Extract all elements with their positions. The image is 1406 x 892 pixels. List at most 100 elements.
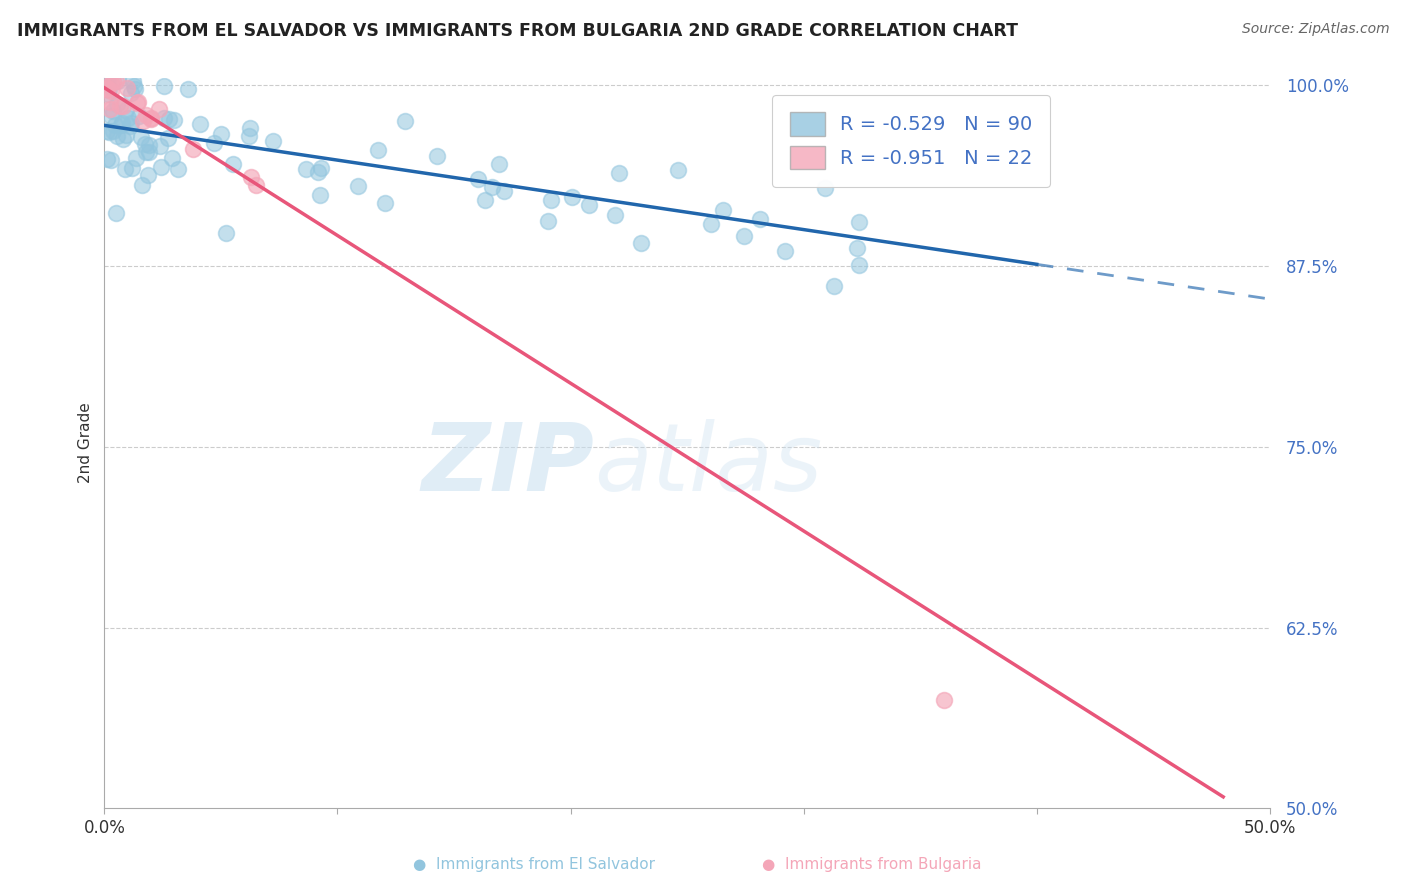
Point: [114, 162, 136, 177]
Point: [295, 162, 318, 177]
Point: [733, 228, 755, 243]
Point: [167, 162, 190, 177]
Point: [96, 82, 118, 96]
Point: [176, 81, 198, 95]
Point: [204, 136, 226, 150]
Point: [120, 116, 142, 130]
Point: [607, 166, 630, 180]
Point: [149, 139, 172, 153]
Point: [153, 79, 176, 94]
Point: [100, 76, 122, 90]
Point: [112, 132, 135, 146]
Point: [107, 73, 129, 87]
Point: [239, 120, 262, 135]
Point: [153, 111, 176, 125]
Point: [394, 114, 416, 128]
Point: [104, 73, 127, 87]
Point: [494, 184, 516, 198]
Point: [111, 116, 134, 130]
Point: [98, 82, 121, 96]
Point: [108, 98, 131, 112]
Point: [773, 244, 796, 259]
Point: [135, 108, 157, 122]
Text: atlas: atlas: [593, 419, 823, 510]
Point: [209, 127, 232, 141]
Point: [125, 151, 148, 165]
Point: [131, 114, 153, 128]
Point: [139, 112, 162, 126]
Point: [307, 165, 329, 179]
Point: [127, 95, 149, 110]
Point: [561, 190, 583, 204]
Point: [181, 142, 204, 156]
Point: [163, 113, 186, 128]
Point: [107, 97, 129, 112]
Point: [98, 102, 121, 116]
Point: [666, 163, 689, 178]
Point: [96, 124, 118, 138]
Point: [932, 693, 955, 707]
Point: [98, 95, 121, 109]
Point: [262, 135, 284, 149]
Point: [128, 110, 150, 124]
Point: [605, 208, 627, 222]
Point: [138, 168, 160, 182]
Point: [101, 124, 124, 138]
Point: [97, 87, 120, 102]
Y-axis label: 2nd Grade: 2nd Grade: [79, 402, 93, 483]
Point: [157, 131, 180, 145]
Point: [129, 129, 152, 144]
Point: [135, 145, 157, 159]
Point: [309, 161, 332, 175]
Point: [96, 153, 118, 167]
Point: [122, 73, 145, 87]
Point: [238, 129, 260, 144]
Point: [117, 80, 139, 95]
Point: [103, 73, 125, 87]
Point: [846, 241, 869, 255]
Point: [110, 118, 132, 132]
Point: [699, 217, 721, 231]
Point: [540, 193, 562, 207]
Point: [240, 169, 263, 184]
Legend: R = -0.529   N = 90, R = -0.951   N = 22: R = -0.529 N = 90, R = -0.951 N = 22: [772, 95, 1050, 186]
Point: [103, 103, 125, 118]
Point: [245, 178, 267, 192]
Point: [141, 111, 163, 125]
Point: [97, 73, 120, 87]
Point: [188, 117, 211, 131]
Point: [711, 203, 734, 218]
Point: [114, 103, 136, 117]
Text: ZIP: ZIP: [420, 419, 593, 511]
Point: [105, 129, 128, 144]
Point: [127, 95, 149, 109]
Point: [374, 195, 396, 210]
Point: [100, 84, 122, 98]
Point: [117, 112, 139, 126]
Point: [104, 119, 127, 133]
Point: [222, 157, 245, 171]
Point: [630, 235, 652, 250]
Point: [111, 99, 134, 113]
Point: [848, 258, 870, 272]
Point: [150, 160, 173, 174]
Point: [98, 125, 121, 139]
Point: [813, 180, 835, 194]
Point: [148, 102, 170, 116]
Point: [426, 149, 449, 163]
Point: [848, 215, 870, 229]
Point: [346, 178, 368, 193]
Point: [157, 112, 180, 126]
Point: [104, 206, 127, 220]
Point: [578, 198, 600, 212]
Point: [749, 211, 772, 226]
Point: [488, 157, 510, 171]
Point: [138, 138, 160, 153]
Point: [100, 153, 122, 167]
Point: [467, 171, 489, 186]
Point: [114, 128, 136, 142]
Point: [100, 109, 122, 123]
Point: [120, 87, 142, 101]
Text: Source: ZipAtlas.com: Source: ZipAtlas.com: [1241, 22, 1389, 37]
Point: [96, 80, 118, 95]
